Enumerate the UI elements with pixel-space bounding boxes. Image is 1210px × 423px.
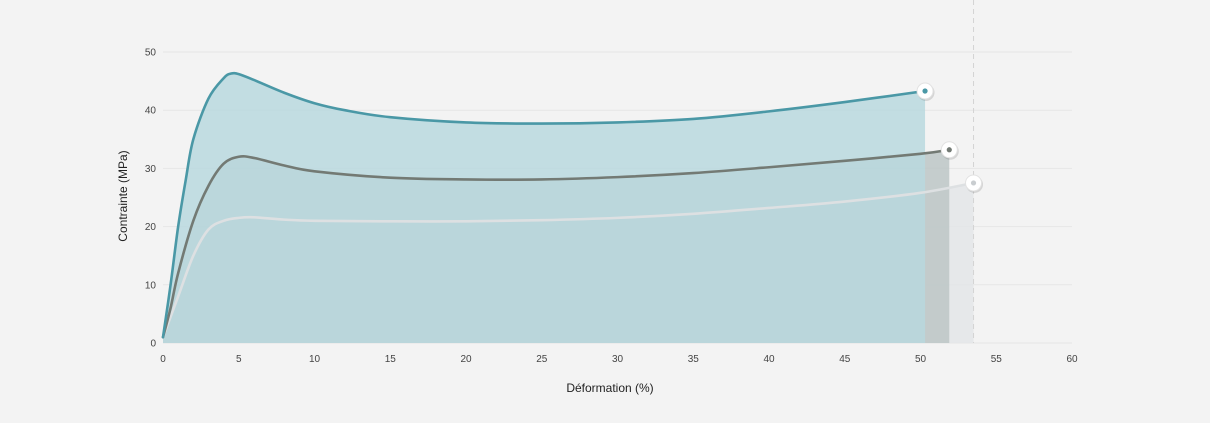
y-tick-label-30: 30 — [145, 164, 157, 175]
series-areas — [163, 73, 974, 344]
x-tick-label-10: 10 — [309, 354, 321, 365]
x-tick-label-20: 20 — [460, 354, 472, 365]
y-tick-label-0: 0 — [150, 339, 156, 350]
y-tick-label-50: 50 — [145, 48, 157, 59]
series-3-end-marker[interactable] — [965, 174, 984, 193]
series-3-line — [161, 181, 975, 339]
x-tick-label-25: 25 — [536, 354, 548, 365]
y-axis-ticks: 0 10 20 30 40 50 — [145, 48, 157, 350]
x-tick-label-35: 35 — [688, 354, 700, 365]
series-1-end-marker[interactable] — [916, 82, 935, 101]
series-2-line — [161, 148, 951, 339]
series-lines — [161, 71, 975, 339]
x-tick-label-0: 0 — [160, 354, 166, 365]
y-axis-title: Contrainte (MPa) — [116, 150, 130, 241]
x-tick-label-55: 55 — [991, 354, 1003, 365]
x-tick-label-40: 40 — [763, 354, 775, 365]
y-tick-label-10: 10 — [145, 280, 157, 291]
series-end-markers — [916, 82, 984, 193]
x-axis-title: Déformation (%) — [566, 381, 653, 395]
x-tick-label-50: 50 — [915, 354, 927, 365]
series-1-area — [163, 73, 926, 344]
series-1-line — [161, 71, 927, 339]
x-tick-label-15: 15 — [385, 354, 397, 365]
x-axis-ticks: 0 5 10 15 20 25 30 35 40 45 50 55 60 — [160, 354, 1078, 365]
x-tick-label-30: 30 — [612, 354, 624, 365]
y-tick-label-40: 40 — [145, 106, 157, 117]
x-tick-label-45: 45 — [839, 354, 851, 365]
series-2-end-marker[interactable] — [940, 141, 959, 160]
y-tick-label-20: 20 — [145, 222, 157, 233]
x-tick-label-60: 60 — [1066, 354, 1078, 365]
x-tick-label-5: 5 — [236, 354, 242, 365]
